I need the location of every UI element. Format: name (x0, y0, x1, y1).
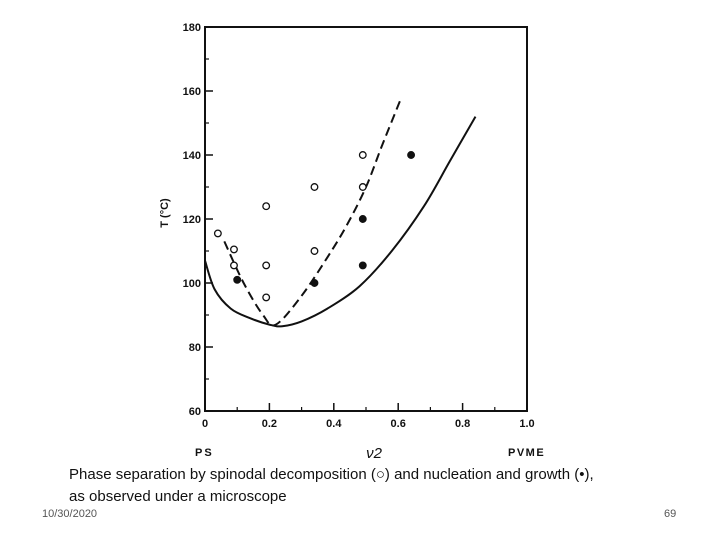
x-tick-label: 0.8 (455, 418, 470, 430)
caption-line-1: Phase separation by spinodal decompositi… (69, 466, 594, 483)
x-tick-label: 0.4 (326, 418, 342, 430)
y-tick-label: 180 (183, 22, 201, 34)
open-circle-point (310, 247, 319, 255)
y-tick-label: 80 (189, 342, 201, 354)
x-axis-left-end-label: PS (195, 447, 214, 459)
open-circle-point (310, 183, 319, 191)
filled-circle-point (358, 261, 367, 270)
filled-circle-point (310, 279, 319, 287)
y-axis-label: T (°C) (159, 198, 171, 228)
footer-page-number: 69 (664, 508, 677, 520)
open-circle-point (358, 183, 367, 191)
y-tick-label: 160 (183, 86, 201, 98)
filled-circle-point (233, 275, 242, 284)
open-circle-point (358, 151, 367, 159)
open-circle-point (262, 202, 271, 211)
y-tick-label: 140 (183, 150, 201, 162)
caption-line-2: as observed under a microscope (69, 488, 287, 505)
y-tick-label: 120 (183, 214, 201, 226)
x-tick-label: 0.6 (391, 418, 406, 430)
figure-caption: Phase separation by spinodal decompositi… (69, 464, 689, 508)
x-tick-label: 0 (202, 418, 208, 430)
filled-circle-point (407, 151, 416, 159)
spinodal-curve-dashed (223, 97, 403, 327)
y-tick-label: 60 (189, 406, 201, 418)
x-axis-right-end-label: PVME (508, 447, 545, 459)
open-circle-point (262, 261, 271, 270)
x-axis-label: ν2 (366, 445, 383, 462)
open-circle-point (230, 245, 238, 254)
phase-diagram-chart: 0 0.2 0.4 0.6 0.8 1.0 60 80 100 120 140 160 180 T (°C… (159, 22, 545, 462)
x-tick-label: 0.2 (262, 418, 277, 430)
open-circle-point (230, 261, 238, 270)
filled-circle-point (358, 215, 367, 223)
open-circle-point (213, 229, 222, 238)
y-tick-label: 100 (183, 278, 201, 290)
footer-date: 10/30/2020 (42, 508, 98, 520)
x-tick-label: 1.0 (519, 418, 534, 430)
open-circle-point (262, 293, 271, 302)
binodal-curve-solid (204, 116, 477, 328)
